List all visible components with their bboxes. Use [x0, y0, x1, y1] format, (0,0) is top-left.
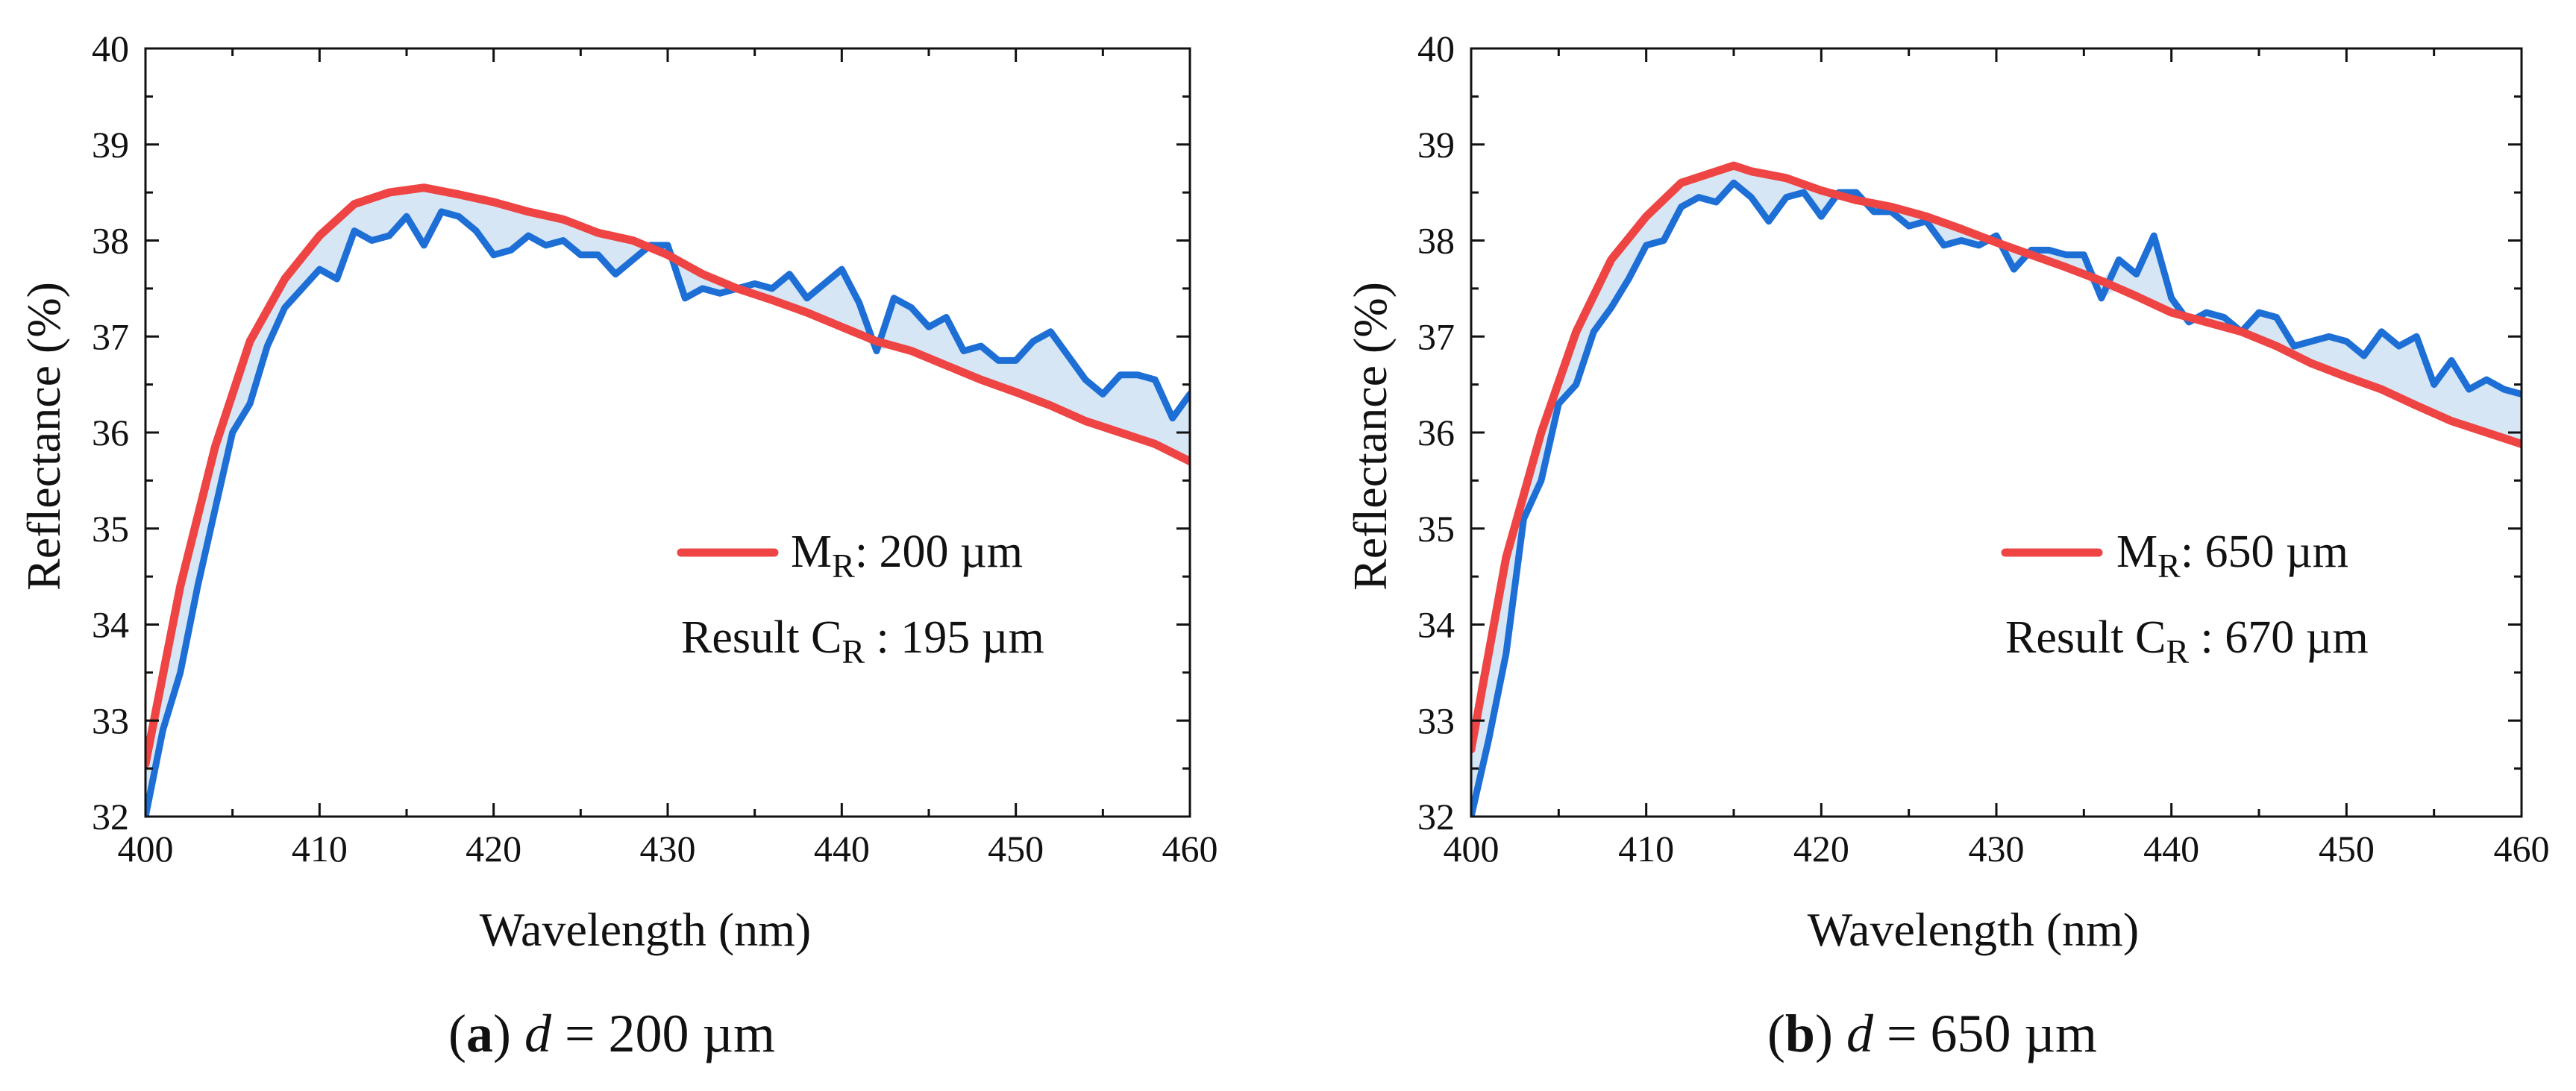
measured-series-line-a [145, 208, 1190, 817]
x-tick-label: 440 [2143, 828, 2199, 870]
model-series-line-a [145, 183, 1190, 768]
y-tick-label: 39 [1417, 124, 1455, 166]
x-tick-label: 460 [2494, 828, 2550, 870]
y-tick-label: 32 [1417, 796, 1455, 837]
y-tick-label: 35 [92, 508, 129, 550]
y-tick-label: 38 [1417, 220, 1455, 262]
chart-panel-a: 400 410 420 430 440 450 460323334353637383940 … [17, 28, 1218, 1063]
x-tick-label: 460 [1162, 828, 1218, 870]
y-tick-label: 40 [92, 28, 129, 69]
y-axis-title-b: Reflectance (%) [1344, 282, 1397, 591]
plot-area-a: 400 410 420 430 440 450 460 32 33 34 35 36 37 38 39 40 [92, 28, 1218, 870]
caption-a: (a) d = 200 µm [448, 1004, 775, 1063]
y-tick-label: 36 [92, 412, 129, 453]
x-tick-label: 420 [1793, 828, 1849, 870]
model-series-line-b [1471, 161, 2522, 754]
x-tick-label: 410 [292, 828, 348, 870]
x-axis-title-b: Wavelength (nm) [1808, 903, 2139, 956]
legend-line-label-a: MR: 200 µm [791, 526, 1023, 585]
legend-result-label-b: Result CR : 670 µm [2005, 612, 2369, 670]
legend-line-label-b: MR: 650 µm [2116, 526, 2348, 585]
y-tick-label: 40 [1417, 28, 1455, 69]
plot-area-b: 400 410 420 430 440 450 460 32 33 34 35 36 37 38 39 40 [1417, 28, 2550, 870]
plot-frame-a [144, 47, 1191, 818]
y-tick-label: 39 [92, 124, 129, 166]
y-tick-label: 33 [92, 699, 129, 741]
y-tick-label: 37 [92, 315, 129, 357]
legend-result-label-a: Result CR : 195 µm [681, 612, 1044, 670]
y-tick-label: 34 [92, 604, 129, 646]
x-tick-label: 400 [1444, 828, 1499, 870]
y-tick-label: 34 [1417, 604, 1455, 646]
x-tick-label: 450 [988, 828, 1044, 870]
y-tick-label: 38 [92, 220, 129, 262]
plot-frame-b [1470, 47, 2523, 818]
x-tick-label: 410 [1618, 828, 1674, 870]
y-axis-title-a: Reflectance (%) [17, 282, 70, 591]
x-tick-label: 450 [2319, 828, 2375, 870]
x-tick-label: 440 [814, 828, 870, 870]
y-tick-label: 33 [1417, 699, 1455, 741]
shaded-difference-band-b [1471, 166, 2522, 817]
y-tick-label: 35 [1417, 508, 1455, 550]
shaded-difference-band-a [145, 187, 1190, 817]
x-axis-title-a: Wavelength (nm) [480, 903, 811, 956]
x-tick-label: 430 [1969, 828, 2025, 870]
y-tick-label: 36 [1417, 412, 1455, 453]
x-tick-label: 400 [118, 828, 174, 870]
y-tick-label: 37 [1417, 315, 1455, 357]
caption-b: (b) d = 650 µm [1767, 1004, 2097, 1063]
measured-series-line-b [1471, 179, 2522, 817]
x-tick-label: 420 [466, 828, 521, 870]
y-tick-label: 32 [92, 796, 129, 837]
chart-panel-b: 400 410 420 430 440 450 460323334353637383940 … [1344, 28, 2550, 1063]
x-tick-label: 430 [640, 828, 696, 870]
